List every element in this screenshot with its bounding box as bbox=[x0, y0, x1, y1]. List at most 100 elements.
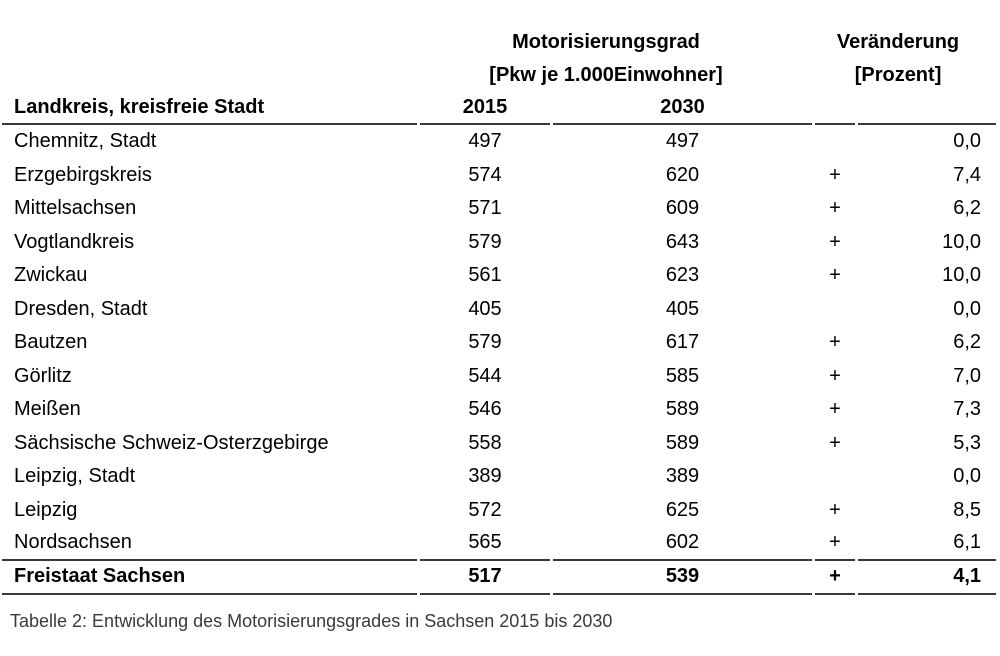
district-name-cell: Leipzig bbox=[14, 498, 78, 521]
total-name-cell: Freistaat Sachsen bbox=[2, 561, 417, 595]
motorization-2030-cell: 602 bbox=[553, 527, 813, 561]
column-header-percent-empty bbox=[858, 92, 997, 125]
change-value-cell: 0,0 bbox=[953, 130, 982, 153]
motorization-2030-cell: 609 bbox=[665, 197, 700, 220]
empty-header-cell bbox=[2, 26, 417, 59]
column-header-district: Landkreis, kreisfreie Stadt bbox=[2, 92, 417, 125]
district-name-cell: Mittelsachsen bbox=[14, 197, 137, 220]
district-name-cell: Sächsische Schweiz-Osterzgebirge bbox=[14, 431, 329, 454]
total-percent-cell: 4,1 bbox=[858, 561, 997, 595]
table-row: Leipzig, Stadt 389 389 0,0 bbox=[2, 460, 996, 494]
table-row: Görlitz 544 585 + 7,0 bbox=[2, 360, 996, 394]
empty-header-cell bbox=[2, 59, 417, 92]
motorisierungsgrad-group-title: Motorisierungsgrad bbox=[512, 31, 700, 53]
district-name-cell: Görlitz bbox=[14, 364, 72, 387]
district-name-cell: Dresden, Stadt bbox=[14, 297, 148, 320]
table-header: Motorisierungsgrad Veränderung [Pkw je 1… bbox=[2, 26, 997, 125]
total-2015-cell: 517 bbox=[420, 561, 550, 595]
table-row: Erzgebirgskreis 574 620 + 7,4 bbox=[2, 159, 996, 193]
column-header-2030: 2030 bbox=[553, 92, 813, 125]
change-value-cell: 0,0 bbox=[953, 465, 982, 488]
motorization-2030-cell: 585 bbox=[665, 364, 700, 387]
change-value-cell: 0,0 bbox=[953, 297, 982, 320]
motorization-2030-cell: 643 bbox=[665, 230, 700, 253]
motorization-2030-cell: 617 bbox=[665, 331, 700, 354]
change-sign-cell bbox=[815, 125, 855, 159]
motorization-2015-cell: 497 bbox=[468, 130, 502, 153]
change-value-cell: 6,1 bbox=[858, 527, 997, 561]
district-name-cell: Nordsachsen bbox=[2, 527, 417, 561]
motorization-2030-cell: 589 bbox=[665, 398, 700, 421]
group-header-row-unit: [Pkw je 1.000Einwohner] [Prozent] bbox=[2, 59, 996, 92]
motorization-2030-cell: 405 bbox=[665, 297, 700, 320]
change-sign-cell: + bbox=[829, 431, 841, 454]
motorization-2030-cell: 623 bbox=[665, 264, 700, 287]
change-sign-cell bbox=[815, 293, 855, 327]
district-name-cell: Meißen bbox=[14, 398, 81, 421]
total-sign-cell: + bbox=[815, 561, 856, 595]
motorization-2015-cell: 389 bbox=[468, 465, 502, 488]
district-name-cell: Erzgebirgskreis bbox=[14, 163, 152, 186]
change-sign-cell: + bbox=[829, 230, 841, 253]
table-body: Chemnitz, Stadt 497 497 0,0 Erzgebirgskr… bbox=[2, 125, 997, 561]
motorization-2015-cell: 546 bbox=[468, 398, 502, 421]
table-row: Zwickau 561 623 + 10,0 bbox=[2, 259, 996, 293]
table-row: Nordsachsen 565 602 + 6,1 bbox=[2, 527, 997, 561]
motorization-2030-cell: 497 bbox=[665, 130, 700, 153]
motorization-2015-cell: 544 bbox=[468, 364, 502, 387]
motorization-table: Motorisierungsgrad Veränderung [Pkw je 1… bbox=[0, 26, 999, 595]
motorization-2015-cell: 574 bbox=[468, 163, 502, 186]
group-header-row-title: Motorisierungsgrad Veränderung bbox=[2, 26, 996, 59]
total-row: Freistaat Sachsen 517 539 + 4,1 bbox=[2, 561, 997, 595]
change-sign-cell: + bbox=[829, 498, 841, 521]
veraenderung-group-unit: [Prozent] bbox=[854, 64, 942, 86]
change-sign-cell: + bbox=[829, 264, 841, 287]
change-value-cell: 10,0 bbox=[942, 230, 982, 253]
motorization-2015-cell: 571 bbox=[468, 197, 502, 220]
table-row: Vogtlandkreis 579 643 + 10,0 bbox=[2, 226, 996, 260]
table-row: Dresden, Stadt 405 405 0,0 bbox=[2, 293, 996, 327]
column-header-2015: 2015 bbox=[420, 92, 550, 125]
column-header-sign-empty bbox=[815, 92, 856, 125]
table-row: Leipzig 572 625 + 8,5 bbox=[2, 494, 996, 528]
motorization-2015-cell: 405 bbox=[468, 297, 502, 320]
motorization-2015-cell: 565 bbox=[420, 527, 550, 561]
column-header-row: Landkreis, kreisfreie Stadt 2015 2030 bbox=[2, 92, 997, 125]
change-sign-cell: + bbox=[829, 163, 841, 186]
district-name-cell: Leipzig, Stadt bbox=[14, 465, 136, 488]
change-value-cell: 7,0 bbox=[953, 364, 982, 387]
change-sign-cell: + bbox=[815, 527, 856, 561]
motorization-2030-cell: 620 bbox=[665, 163, 700, 186]
change-sign-cell: + bbox=[829, 197, 841, 220]
change-value-cell: 7,4 bbox=[953, 163, 982, 186]
motorization-2015-cell: 572 bbox=[468, 498, 502, 521]
motorization-2015-cell: 579 bbox=[468, 230, 502, 253]
district-name-cell: Zwickau bbox=[14, 264, 88, 287]
veraenderung-group-title: Veränderung bbox=[836, 31, 960, 53]
district-name-cell: Chemnitz, Stadt bbox=[14, 130, 157, 153]
change-sign-cell: + bbox=[829, 364, 841, 387]
change-sign-cell: + bbox=[829, 331, 841, 354]
motorization-2030-cell: 389 bbox=[665, 465, 700, 488]
change-value-cell: 6,2 bbox=[953, 331, 982, 354]
change-sign-cell bbox=[815, 460, 855, 494]
change-value-cell: 5,3 bbox=[953, 431, 982, 454]
table-footer: Freistaat Sachsen 517 539 + 4,1 bbox=[2, 561, 997, 595]
table-caption: Tabelle 2: Entwicklung des Motorisierung… bbox=[10, 610, 613, 631]
table-row: Mittelsachsen 571 609 + 6,2 bbox=[2, 192, 996, 226]
district-name-cell: Vogtlandkreis bbox=[14, 230, 135, 253]
motorization-2015-cell: 561 bbox=[468, 264, 502, 287]
total-2030-cell: 539 bbox=[553, 561, 813, 595]
table-row: Bautzen 579 617 + 6,2 bbox=[2, 326, 996, 360]
change-sign-cell: + bbox=[829, 398, 841, 421]
motorization-2015-cell: 579 bbox=[468, 331, 502, 354]
change-value-cell: 8,5 bbox=[953, 498, 982, 521]
motorisierungsgrad-group-unit: [Pkw je 1.000Einwohner] bbox=[489, 64, 723, 86]
table-row: Sächsische Schweiz-Osterzgebirge 558 589… bbox=[2, 427, 996, 461]
change-value-cell: 6,2 bbox=[953, 197, 982, 220]
motorization-2030-cell: 625 bbox=[665, 498, 700, 521]
table-row: Chemnitz, Stadt 497 497 0,0 bbox=[2, 125, 996, 159]
district-name-cell: Bautzen bbox=[14, 331, 88, 354]
change-value-cell: 10,0 bbox=[942, 264, 982, 287]
